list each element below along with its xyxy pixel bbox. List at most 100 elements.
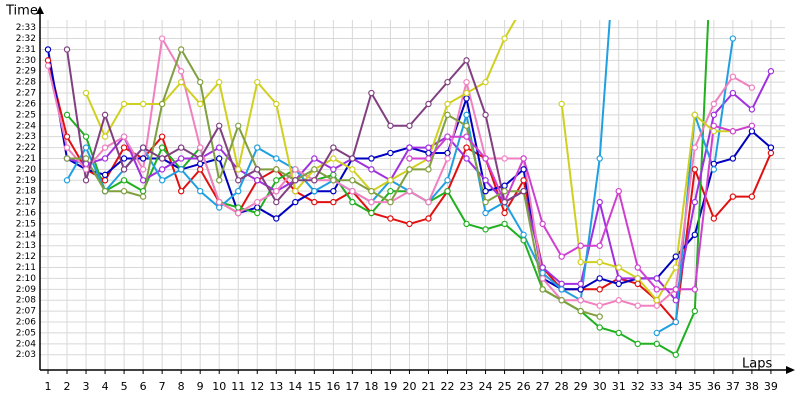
data-point	[139, 187, 147, 195]
x-tick-label: 10	[212, 380, 226, 393]
data-point	[596, 324, 603, 331]
data-point	[463, 155, 470, 162]
data-point	[273, 177, 280, 184]
data-point	[520, 166, 527, 173]
data-point	[101, 187, 109, 195]
x-tick-label: 2	[64, 380, 71, 393]
data-point	[235, 122, 242, 129]
data-point	[729, 35, 737, 42]
data-point	[463, 95, 470, 102]
data-point	[368, 187, 375, 195]
y-tick-label: 2:19	[16, 176, 36, 186]
data-point	[425, 166, 432, 173]
x-tick-label: 34	[669, 380, 683, 393]
data-point	[425, 215, 432, 222]
y-tick-label: 2:15	[16, 219, 36, 229]
data-point	[292, 166, 299, 173]
data-point	[710, 128, 718, 135]
x-tick-label: 20	[402, 380, 416, 393]
data-point	[120, 144, 128, 151]
data-point	[710, 215, 718, 222]
x-tick-label: 31	[612, 380, 626, 393]
data-point	[120, 155, 128, 162]
data-point	[710, 111, 718, 119]
data-point	[216, 144, 223, 151]
data-point	[634, 264, 641, 271]
data-point	[558, 297, 565, 304]
data-point	[501, 187, 508, 195]
data-point	[653, 329, 660, 337]
y-axis-arrow	[36, 6, 44, 14]
data-point	[615, 297, 622, 304]
data-point	[273, 100, 280, 108]
data-point	[539, 269, 546, 277]
data-point	[596, 242, 603, 249]
data-point	[368, 209, 375, 217]
y-tick-label: 2:22	[16, 143, 36, 153]
data-point	[273, 198, 280, 206]
x-tick-label: 15	[307, 380, 321, 393]
data-point	[444, 155, 451, 162]
data-point	[482, 209, 489, 217]
y-tick-label: 2:08	[16, 296, 36, 306]
data-point	[672, 351, 679, 358]
data-point	[463, 122, 470, 129]
data-point	[767, 68, 775, 75]
data-point	[139, 155, 147, 162]
data-point	[425, 100, 432, 108]
x-tick-label: 14	[288, 380, 302, 393]
data-point	[254, 198, 261, 206]
y-tick-label: 2:06	[16, 318, 36, 328]
data-point	[254, 177, 261, 184]
data-point	[444, 133, 451, 140]
data-point	[615, 187, 622, 195]
x-tick-label: 36	[707, 380, 721, 393]
data-point	[482, 111, 489, 119]
data-point	[177, 68, 185, 75]
x-tick-label: 11	[231, 380, 245, 393]
data-point	[387, 187, 394, 195]
data-point	[444, 149, 451, 157]
data-point	[216, 177, 223, 184]
data-point	[196, 144, 204, 151]
data-point	[139, 100, 147, 108]
data-point	[729, 89, 737, 97]
y-tick-label: 2:24	[16, 121, 36, 131]
data-point	[406, 187, 413, 195]
y-tick-label: 2:29	[16, 67, 36, 77]
data-point	[672, 264, 679, 271]
y-tick-label: 2:23	[16, 132, 36, 142]
y-tick-label: 2:27	[16, 89, 36, 99]
data-point	[254, 204, 261, 211]
data-point	[177, 46, 185, 53]
x-tick-label: 6	[140, 380, 147, 393]
data-point	[577, 280, 584, 288]
data-point	[444, 187, 451, 195]
data-point	[596, 155, 603, 162]
data-point	[406, 155, 413, 162]
x-tick-label: 22	[441, 380, 455, 393]
data-point	[311, 198, 318, 206]
data-point	[158, 166, 166, 173]
data-point	[177, 78, 185, 86]
data-point	[520, 187, 527, 195]
data-point	[463, 133, 470, 140]
data-point	[216, 78, 223, 86]
data-point	[292, 198, 299, 206]
x-tick-label: 35	[688, 380, 702, 393]
data-point	[577, 286, 584, 293]
data-point	[406, 144, 413, 151]
data-point	[63, 46, 71, 53]
data-point	[120, 100, 128, 108]
data-point	[101, 133, 109, 140]
data-point	[387, 122, 394, 129]
data-point	[463, 220, 470, 228]
y-tick-label: 2:18	[16, 187, 36, 197]
data-point	[82, 144, 90, 151]
data-point	[139, 177, 147, 184]
data-point	[672, 318, 679, 326]
data-point	[748, 106, 756, 113]
data-point	[63, 177, 71, 184]
data-point	[216, 122, 223, 129]
data-point	[158, 35, 166, 42]
